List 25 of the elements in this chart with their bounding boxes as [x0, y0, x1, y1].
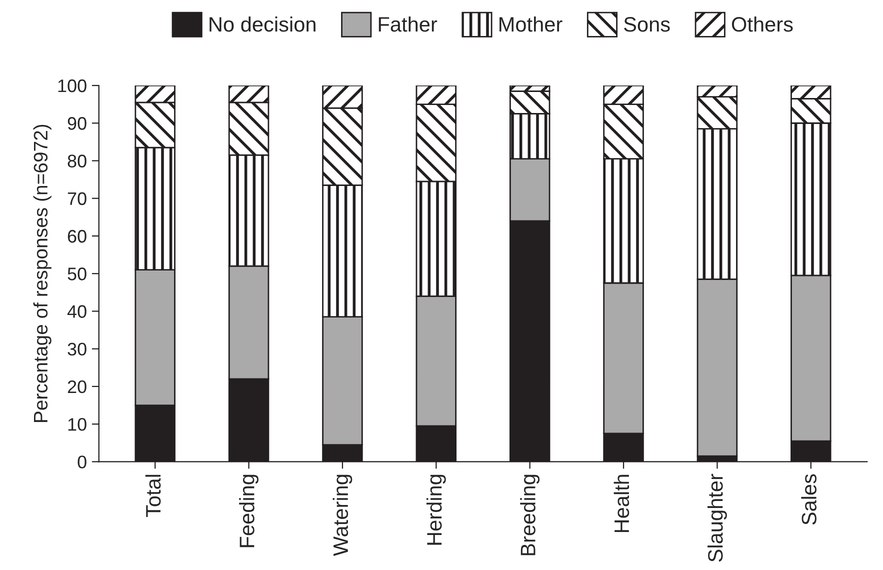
- x-tick-label: Feeding: [239, 474, 258, 548]
- x-tick-label: Herding: [426, 474, 446, 545]
- y-tick-label: 100: [58, 79, 86, 92]
- y-tick-label: 40: [67, 305, 86, 318]
- y-tick-label: 0: [78, 456, 86, 468]
- legend-label: Others: [732, 16, 793, 32]
- x-tick-label: Watering: [332, 474, 352, 556]
- y-tick-label: 90: [68, 117, 86, 130]
- x-tick-label: Total: [145, 474, 161, 518]
- y-tick-label: 60: [68, 230, 86, 243]
- x-tick-label: Health: [614, 474, 630, 532]
- y-tick-label: 80: [68, 154, 86, 168]
- legend-label: No decision: [210, 16, 316, 32]
- x-tick-label: Breeding: [520, 474, 540, 556]
- y-tick-label: 50: [68, 268, 86, 280]
- y-axis-title: Percentage of responses (n=6972): [33, 124, 52, 422]
- legend-label: Mother: [500, 16, 562, 32]
- y-tick-label: 30: [68, 342, 86, 356]
- x-tick-label: Sales: [801, 474, 816, 525]
- y-tick-label: 20: [68, 380, 86, 394]
- y-tick-label: 10: [68, 418, 86, 431]
- legend-label: Father: [378, 16, 438, 32]
- x-tick-label: Slaughter: [708, 474, 727, 562]
- y-tick-label: 70: [68, 192, 86, 206]
- legend-label: Sons: [624, 17, 670, 32]
